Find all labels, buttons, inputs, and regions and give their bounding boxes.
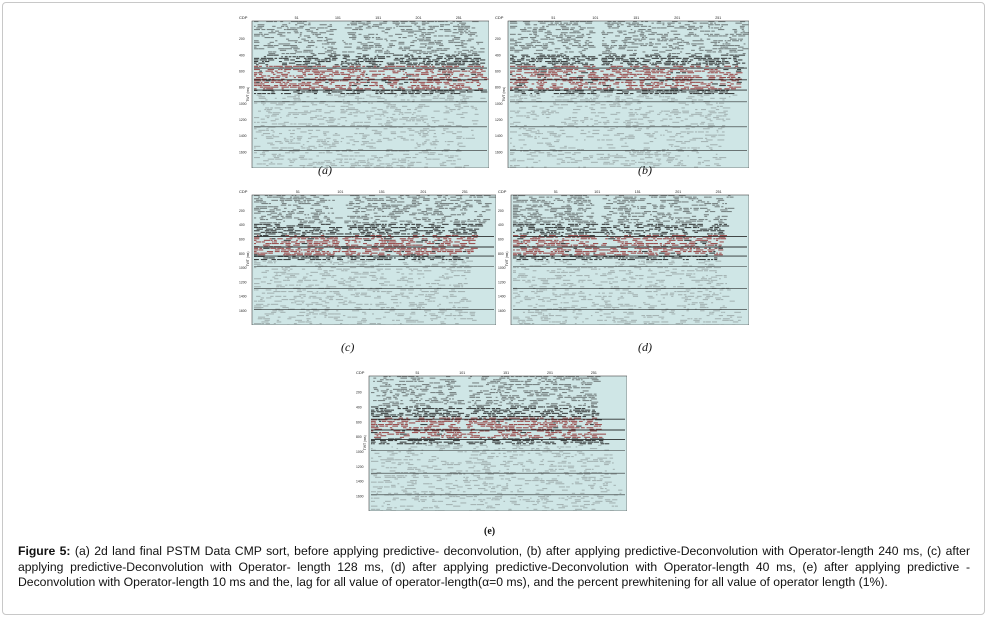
tick-label-left: 200 bbox=[239, 37, 245, 41]
axis-title-twt: TWT (ms) bbox=[246, 251, 250, 266]
tick-label-top: 201 bbox=[547, 371, 553, 375]
tick-label-left: 400 bbox=[495, 53, 501, 57]
panel-label-d: (d) bbox=[638, 340, 652, 354]
axis-label-cdp: CDP bbox=[498, 189, 507, 194]
tick-label-left: 400 bbox=[239, 53, 245, 57]
tick-label-left: 1400 bbox=[495, 134, 503, 138]
tick-label-left: 1200 bbox=[495, 118, 503, 122]
axis-label-cdp: CDP bbox=[495, 15, 504, 20]
tick-label-left: 1400 bbox=[498, 295, 506, 299]
tick-label-top: 51 bbox=[415, 371, 419, 375]
axis-label-cdp: CDP bbox=[239, 15, 248, 20]
tick-label-left: 600 bbox=[498, 238, 504, 242]
tick-label-top: 51 bbox=[554, 190, 558, 194]
tick-label-top: 101 bbox=[459, 371, 465, 375]
tick-label-left: 800 bbox=[495, 86, 501, 90]
tick-label-top: 151 bbox=[375, 16, 381, 20]
tick-label-left: 1400 bbox=[356, 480, 364, 484]
tick-label-left: 1000 bbox=[495, 102, 503, 106]
tick-label-top: 201 bbox=[420, 190, 426, 194]
tick-label-left: 400 bbox=[498, 223, 504, 227]
axis-label-cdp: CDP bbox=[239, 189, 248, 194]
tick-label-left: 1000 bbox=[239, 102, 247, 106]
seismic-section-e: CDP 51 101 151 201 251 200 400 600 800 1000 1200 140… bbox=[355, 368, 627, 511]
tick-label-top: 201 bbox=[674, 16, 680, 20]
tick-label-top: 51 bbox=[295, 16, 299, 20]
tick-label-left: 600 bbox=[239, 69, 245, 73]
tick-label-top: 151 bbox=[503, 371, 509, 375]
tick-label-left: 200 bbox=[498, 209, 504, 213]
axis-label-cdp: CDP bbox=[356, 370, 365, 375]
tick-label-left: 1400 bbox=[239, 295, 247, 299]
tick-label-left: 200 bbox=[495, 37, 501, 41]
tick-label-top: 251 bbox=[456, 16, 462, 20]
tick-label-left: 200 bbox=[239, 209, 245, 213]
tick-label-left: 400 bbox=[356, 405, 362, 409]
seismic-section-c: CDP 51 101 151 201 251 200 400 600 800 1000 1200 140… bbox=[238, 187, 496, 325]
axis-title-twt: TWT (ms) bbox=[502, 87, 506, 102]
tick-label-top: 201 bbox=[416, 16, 422, 20]
seismic-panel-b: CDP 51 101 151 201 251 200 400 600 800 1000 1200 140… bbox=[494, 13, 749, 168]
seismic-panel-d: CDP 51 101 151 201 251 200 400 600 800 1000 1200 140… bbox=[497, 187, 749, 325]
tick-label-top: 101 bbox=[337, 190, 343, 194]
tick-label-top: 251 bbox=[716, 190, 722, 194]
panel-label-a: (a) bbox=[318, 163, 332, 177]
tick-label-top: 201 bbox=[675, 190, 681, 194]
figure-caption: Figure 5: (a) 2d land final PSTM Data CM… bbox=[18, 544, 970, 591]
tick-label-top: 51 bbox=[551, 16, 555, 20]
tick-label-left: 800 bbox=[239, 252, 245, 256]
panel-label-e: (e) bbox=[484, 526, 496, 537]
tick-label-top: 51 bbox=[296, 190, 300, 194]
seismic-section-b: CDP 51 101 151 201 251 200 400 600 800 1000 1200 140… bbox=[494, 13, 749, 168]
tick-label-left: 1600 bbox=[356, 495, 364, 499]
seismic-panel-a: CDP 51 101 151 201 251 200 400 600 800 1000 1200 140… bbox=[238, 13, 489, 168]
tick-label-left: 1200 bbox=[239, 280, 247, 284]
tick-label-left: 1200 bbox=[498, 280, 506, 284]
tick-label-left: 600 bbox=[495, 69, 501, 73]
tick-label-left: 1600 bbox=[239, 309, 247, 313]
tick-label-top: 251 bbox=[462, 190, 468, 194]
tick-label-top: 101 bbox=[335, 16, 341, 20]
tick-label-left: 1600 bbox=[495, 150, 503, 154]
tick-label-top: 251 bbox=[591, 371, 597, 375]
tick-label-left: 800 bbox=[356, 435, 362, 439]
seismic-panel-c: CDP 51 101 151 201 251 200 400 600 800 1000 1200 140… bbox=[238, 187, 496, 325]
tick-label-top: 151 bbox=[633, 16, 639, 20]
caption-label: Figure 5: bbox=[18, 544, 71, 558]
tick-label-left: 200 bbox=[356, 391, 362, 395]
tick-label-left: 800 bbox=[498, 252, 504, 256]
tick-label-top: 101 bbox=[592, 16, 598, 20]
tick-label-top: 101 bbox=[594, 190, 600, 194]
panel-label-b: (b) bbox=[638, 163, 652, 177]
caption-text: (a) 2d land final PSTM Data CMP sort, be… bbox=[18, 544, 970, 589]
tick-label-top: 251 bbox=[715, 16, 721, 20]
tick-label-top: 151 bbox=[379, 190, 385, 194]
tick-label-left: 1000 bbox=[498, 266, 506, 270]
tick-label-left: 1200 bbox=[239, 118, 247, 122]
seismic-panel-e: CDP 51 101 151 201 251 200 400 600 800 1000 1200 140… bbox=[355, 368, 627, 511]
axis-title-twt: TWT (ms) bbox=[363, 435, 367, 450]
panel-label-c: (c) bbox=[341, 340, 355, 354]
tick-label-left: 400 bbox=[239, 223, 245, 227]
tick-label-left: 1000 bbox=[356, 450, 364, 454]
axis-title-twt: TWT (ms) bbox=[246, 87, 250, 102]
tick-label-left: 1200 bbox=[356, 465, 364, 469]
tick-label-left: 600 bbox=[239, 238, 245, 242]
tick-label-left: 1400 bbox=[239, 134, 247, 138]
seismic-section-a: CDP 51 101 151 201 251 200 400 600 800 1000 1200 140… bbox=[238, 13, 489, 168]
tick-label-top: 151 bbox=[635, 190, 641, 194]
seismic-section-d: CDP 51 101 151 201 251 200 400 600 800 1000 1200 140… bbox=[497, 187, 749, 325]
tick-label-left: 1600 bbox=[498, 309, 506, 313]
tick-label-left: 800 bbox=[239, 86, 245, 90]
axis-title-twt: TWT (ms) bbox=[505, 251, 509, 266]
tick-label-left: 1000 bbox=[239, 266, 247, 270]
tick-label-left: 1600 bbox=[239, 150, 247, 154]
tick-label-left: 600 bbox=[356, 420, 362, 424]
